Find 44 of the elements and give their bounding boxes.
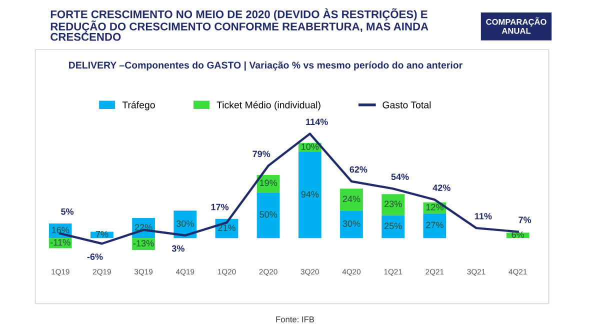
data-label: 19% [260,180,278,186]
bar [382,215,405,238]
data-label: 79% [252,150,270,158]
legend-label: Ticket Médio (individual) [216,101,320,110]
bar [340,210,363,238]
data-label: 17% [211,204,229,210]
data-label: 62% [350,166,368,173]
data-label: -13% [133,240,154,247]
data-label: 12% [426,204,444,210]
data-label: 24% [342,196,360,202]
data-label: 22% [134,224,152,230]
data-label: 5% [61,208,74,215]
data-label: 30% [176,220,194,227]
data-label: 42% [432,184,450,191]
chart-title: FORTE CRESCIMENTO NO MEIO DE 2020 (DEVIDO ÀS RESTRIÇÕES) E REDUÇÃO DO CRESCIMENTO CONFORME REABERTURA, MAS AINDA CRESCENDO [50,8,428,41]
data-label: -11% [50,239,70,246]
data-label: 114% [306,118,328,126]
data-label: 10% [302,144,319,150]
data-label: 7% [518,216,532,224]
data-label: 21% [218,224,236,231]
data-label: 3% [172,245,184,252]
data-label: 23% [384,200,402,208]
data-label: 30% [342,220,360,227]
data-label: 16% [52,226,70,234]
legend-label: Tráfego [122,101,155,110]
data-label: 94% [301,191,319,198]
text: DELIVERY –Componentes do GASTO | Variação % vs mesmo período do ano anterior [69,61,462,71]
data-label: -6% [87,254,103,260]
data-label: 6% [512,231,524,238]
data-label: 54% [391,174,409,180]
bar [298,152,322,238]
source-note: Fonte: IFB [276,316,314,322]
data-label: 50% [260,211,278,218]
data-label: 7% [96,231,108,238]
bar [423,213,446,238]
text: COMPARAÇÃO ANUAL [486,17,546,34]
data-label: 27% [426,222,444,228]
data-label: 11% [474,213,492,220]
bar [340,188,363,211]
bar [256,192,280,238]
bar [382,194,405,216]
legend-label: Gasto Total [382,101,431,108]
bar [90,232,114,238]
data-label: 25% [384,222,402,230]
